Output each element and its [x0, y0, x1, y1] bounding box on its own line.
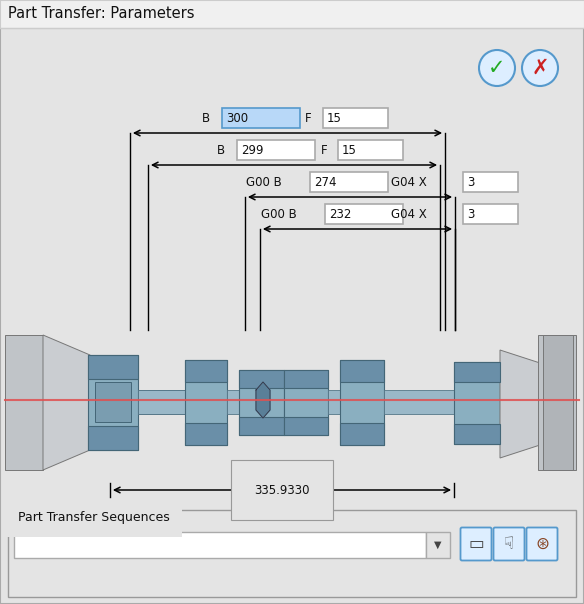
FancyBboxPatch shape	[454, 424, 500, 444]
FancyBboxPatch shape	[463, 172, 518, 192]
Text: 232: 232	[329, 208, 352, 220]
FancyBboxPatch shape	[185, 423, 227, 445]
FancyBboxPatch shape	[239, 417, 284, 435]
Text: G04 X: G04 X	[391, 176, 427, 188]
FancyBboxPatch shape	[543, 335, 573, 470]
FancyBboxPatch shape	[185, 360, 227, 382]
FancyBboxPatch shape	[340, 360, 384, 445]
FancyBboxPatch shape	[461, 527, 492, 561]
FancyBboxPatch shape	[310, 172, 388, 192]
FancyBboxPatch shape	[284, 370, 328, 435]
Text: G04 X: G04 X	[391, 208, 427, 220]
FancyBboxPatch shape	[88, 355, 138, 379]
Text: B: B	[202, 112, 210, 124]
FancyBboxPatch shape	[227, 390, 239, 414]
FancyBboxPatch shape	[88, 426, 138, 450]
Text: Part Transfer Sequences: Part Transfer Sequences	[18, 511, 170, 524]
Text: ☟: ☟	[504, 535, 514, 553]
Text: F: F	[305, 112, 312, 124]
Text: G00 B: G00 B	[246, 176, 282, 188]
Text: 335.9330: 335.9330	[254, 483, 310, 496]
Text: Part Transfer: Parameters: Part Transfer: Parameters	[8, 7, 194, 22]
Text: 274: 274	[314, 176, 336, 188]
Text: G00 B: G00 B	[261, 208, 297, 220]
FancyBboxPatch shape	[185, 360, 227, 445]
Text: 15: 15	[342, 144, 357, 156]
FancyBboxPatch shape	[88, 355, 138, 450]
Text: 15: 15	[327, 112, 342, 124]
FancyBboxPatch shape	[222, 108, 300, 128]
FancyBboxPatch shape	[338, 140, 403, 160]
FancyBboxPatch shape	[454, 362, 500, 444]
FancyBboxPatch shape	[8, 510, 576, 597]
Text: ✗: ✗	[531, 58, 549, 78]
Text: F: F	[321, 144, 327, 156]
FancyBboxPatch shape	[328, 390, 340, 414]
Text: ✓: ✓	[488, 58, 506, 78]
Circle shape	[522, 50, 558, 86]
Polygon shape	[43, 335, 90, 470]
FancyBboxPatch shape	[340, 360, 384, 382]
FancyBboxPatch shape	[284, 370, 328, 388]
Text: 299: 299	[241, 144, 263, 156]
FancyBboxPatch shape	[426, 532, 450, 558]
Circle shape	[479, 50, 515, 86]
FancyBboxPatch shape	[323, 108, 388, 128]
FancyBboxPatch shape	[239, 370, 284, 435]
FancyBboxPatch shape	[340, 423, 384, 445]
Text: ⊛: ⊛	[535, 535, 549, 553]
FancyBboxPatch shape	[239, 370, 284, 388]
Text: ▭: ▭	[468, 535, 484, 553]
Text: 300: 300	[226, 112, 248, 124]
Text: ▼: ▼	[434, 540, 442, 550]
FancyBboxPatch shape	[463, 204, 518, 224]
FancyBboxPatch shape	[325, 204, 403, 224]
FancyBboxPatch shape	[237, 140, 315, 160]
FancyBboxPatch shape	[384, 390, 454, 414]
FancyBboxPatch shape	[454, 362, 500, 382]
FancyBboxPatch shape	[14, 532, 426, 558]
FancyBboxPatch shape	[538, 335, 576, 470]
Polygon shape	[500, 350, 540, 458]
FancyBboxPatch shape	[138, 390, 186, 414]
FancyBboxPatch shape	[0, 0, 584, 28]
Text: 3: 3	[467, 208, 474, 220]
FancyBboxPatch shape	[527, 527, 558, 561]
Text: B: B	[217, 144, 225, 156]
FancyBboxPatch shape	[284, 417, 328, 435]
FancyBboxPatch shape	[5, 335, 43, 470]
Polygon shape	[256, 382, 270, 418]
Text: 3: 3	[467, 176, 474, 188]
FancyBboxPatch shape	[493, 527, 524, 561]
FancyBboxPatch shape	[95, 382, 131, 422]
